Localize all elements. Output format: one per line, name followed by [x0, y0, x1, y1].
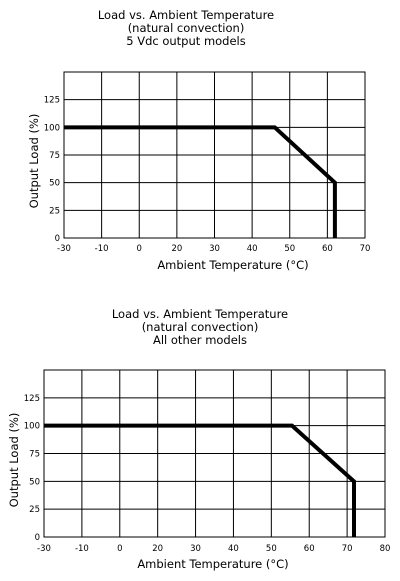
chart-1: Load vs. Ambient Temperature (natural co…: [27, 8, 370, 272]
chart-1-x-ticks: -30 -10 0 20 30 40 50 60 70: [57, 244, 370, 254]
x-tick-label: 0: [117, 544, 122, 554]
x-tick-label: 30: [209, 244, 220, 254]
x-tick-label: -10: [75, 544, 89, 554]
derating-curve-line: [44, 423, 356, 537]
y-tick-label: 50: [49, 179, 60, 189]
y-tick-label: 75: [49, 151, 60, 161]
chart-2-x-ticks: -30 -10 0 20 30 40 50 60 70 80: [37, 544, 390, 554]
chart-2-y-axis-label: Output Load (%): [7, 413, 21, 508]
chart-2-subtitle-1: (natural convection): [142, 320, 259, 334]
x-tick-label: 20: [152, 544, 163, 554]
x-tick-label: 50: [284, 244, 295, 254]
chart-1-y-ticks: 0 25 50 75 100 125: [44, 96, 60, 244]
x-tick-label: -30: [37, 544, 51, 554]
y-tick-label: 100: [24, 422, 40, 432]
y-tick-label: 125: [24, 394, 40, 404]
chart-1-subtitle-1: (natural convection): [128, 21, 245, 35]
chart-1-subtitle-2: 5 Vdc output models: [126, 34, 246, 48]
y-tick-label: 25: [29, 505, 40, 515]
y-tick-label: 0: [55, 234, 60, 244]
x-tick-label: 40: [247, 244, 258, 254]
x-tick-label: 50: [266, 544, 277, 554]
x-tick-label: -30: [57, 244, 71, 254]
chart-1-grid: [64, 72, 365, 238]
x-tick-label: 70: [342, 544, 353, 554]
chart-2: Load vs. Ambient Temperature (natural co…: [7, 307, 390, 571]
x-tick-label: 60: [322, 244, 333, 254]
chart-2-y-ticks: 0 25 50 75 100 125: [24, 394, 40, 543]
x-tick-label: 80: [380, 544, 391, 554]
y-tick-label: 100: [44, 123, 60, 133]
x-tick-label: 30: [190, 544, 201, 554]
chart-2-grid: [44, 370, 385, 537]
chart-1-title: Load vs. Ambient Temperature: [98, 8, 274, 22]
x-tick-label: 40: [228, 544, 239, 554]
y-tick-label: 125: [44, 96, 60, 106]
x-tick-label: 60: [304, 544, 315, 554]
y-tick-label: 50: [29, 477, 40, 487]
chart-2-subtitle-2: All other models: [153, 333, 247, 347]
y-tick-label: 0: [35, 533, 40, 543]
x-tick-label: 0: [137, 244, 142, 254]
chart-1-x-axis-label: Ambient Temperature (°C): [157, 258, 308, 272]
x-tick-label: 70: [360, 244, 371, 254]
chart-1-y-axis-label: Output Load (%): [27, 114, 41, 209]
y-tick-label: 75: [29, 450, 40, 460]
x-tick-label: -10: [95, 244, 109, 254]
chart-1-series: [63, 125, 337, 239]
chart-2-series: [43, 423, 356, 538]
x-tick-label: 20: [171, 244, 182, 254]
derating-curve-line: [64, 125, 337, 238]
y-tick-label: 25: [49, 206, 60, 216]
chart-2-x-axis-label: Ambient Temperature (°C): [137, 557, 288, 571]
chart-2-title: Load vs. Ambient Temperature: [112, 307, 288, 321]
